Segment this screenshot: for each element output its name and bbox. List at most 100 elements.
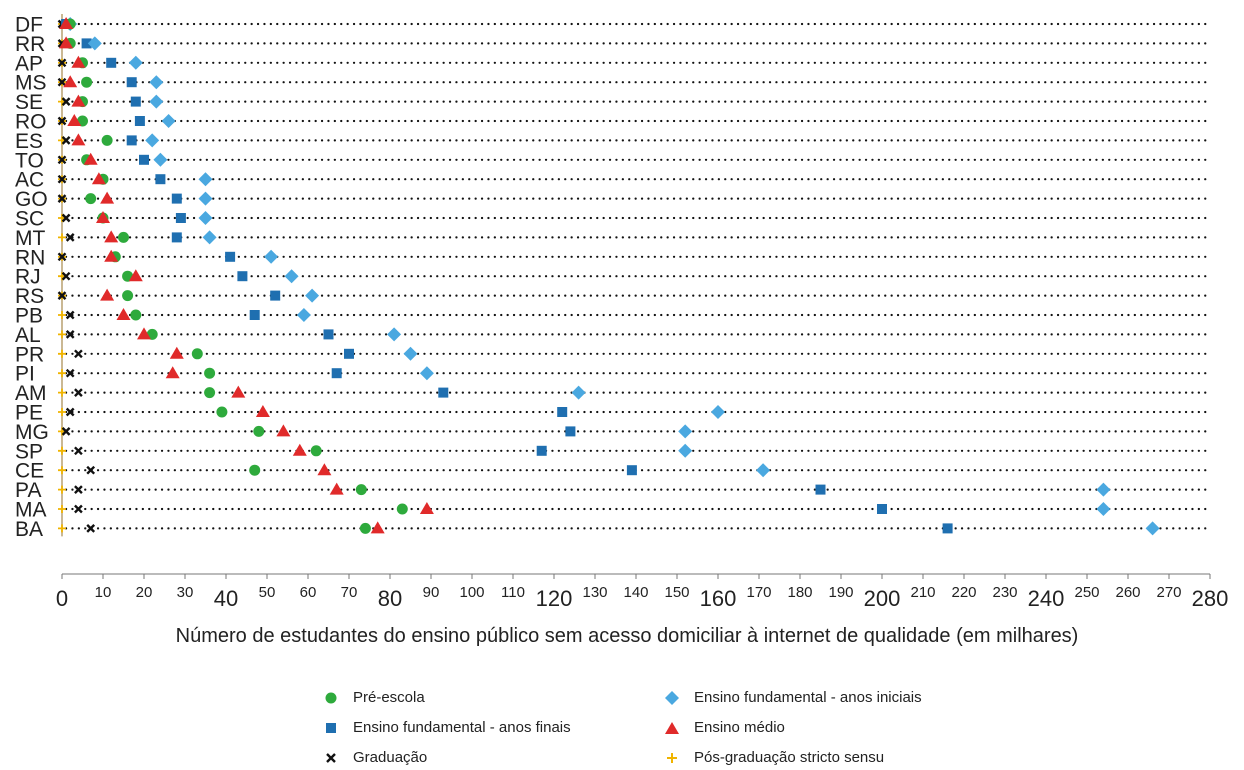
x-tick-label: 230 (992, 584, 1017, 601)
point-circle-ba (359, 522, 371, 534)
point-square-es (126, 135, 137, 146)
x-tick-label: 210 (910, 584, 935, 601)
point-circle-pb (130, 309, 142, 321)
x-tick-label: 200 (864, 586, 901, 611)
point-plus-ma (58, 505, 66, 513)
point-diamond-es (145, 133, 160, 148)
point-diamond-ap (128, 55, 143, 70)
point-diamond-ba (1145, 521, 1160, 536)
point-triangle-es (71, 133, 86, 146)
point-circle-rs (122, 290, 134, 302)
state-label: PA (15, 479, 41, 502)
point-circle-am (204, 387, 216, 399)
state-label: TO (15, 149, 44, 172)
point-diamond-ce (756, 463, 771, 478)
x-tick-label: 80 (378, 586, 402, 611)
point-triangle-pr (169, 346, 184, 359)
point-triangle-rn (104, 249, 119, 262)
point-circle-mg (253, 425, 265, 437)
point-plus-pb (58, 311, 66, 319)
state-label: AP (15, 52, 43, 75)
state-label: DF (15, 14, 43, 37)
point-circle-pa (355, 484, 367, 496)
point-plus-ba (58, 524, 66, 533)
point-triangle-mg (276, 424, 291, 437)
point-circle-pi (204, 367, 216, 379)
x-tick-label: 70 (341, 584, 358, 601)
point-x-am (74, 388, 83, 397)
point-square-mg (565, 426, 576, 437)
state-label: PE (15, 402, 43, 425)
point-diamond-pa (1096, 482, 1111, 497)
point-square-ro (134, 116, 145, 126)
x-tick-label: 90 (423, 584, 440, 601)
point-plus-al (58, 330, 66, 339)
point-plus-mt (58, 233, 66, 242)
x-tick-label: 110 (501, 584, 525, 601)
point-diamond-ro (161, 114, 176, 128)
point-square-pr (344, 348, 354, 359)
point-square-sc (175, 213, 186, 223)
point-triangle-ap (71, 55, 86, 68)
point-square-to (139, 154, 149, 165)
point-diamond-pr (403, 346, 418, 361)
state-label: BA (15, 518, 43, 541)
point-square-ms (126, 77, 137, 88)
point-triangle-pb (116, 308, 131, 320)
point-circle-es (101, 134, 113, 146)
point-x-ma (74, 504, 83, 514)
x-tick-label: 10 (95, 584, 112, 601)
point-diamond-al (387, 327, 402, 342)
point-plus-sp (58, 446, 66, 455)
x-tick-label: 60 (300, 584, 317, 601)
x-axis: 0 10 20 30 40 50 60 70 80 90 100 110 120 130 140 150 160… (56, 573, 1229, 611)
x-tick-label: 180 (787, 584, 812, 601)
row-guides (61, 14, 1212, 537)
point-x-sc (61, 213, 71, 223)
point-square-rr (81, 38, 92, 49)
point-circle-mt (118, 231, 129, 243)
point-square-pb (249, 310, 260, 320)
point-triangle-al (137, 327, 151, 340)
point-diamond-rj (284, 269, 299, 284)
point-square-pi (331, 368, 342, 379)
state-label: RN (15, 246, 45, 269)
point-triangle-rr (59, 36, 74, 49)
point-diamond-rr (87, 36, 102, 51)
point-x-sp (74, 446, 83, 456)
x-tick-label: 20 (136, 584, 153, 601)
point-x-pe (65, 407, 75, 417)
state-label: GO (15, 188, 48, 211)
point-square-pe (557, 407, 568, 417)
state-label: MA (15, 499, 47, 522)
point-triangle-ac (91, 172, 106, 185)
point-circle-ma (396, 503, 408, 515)
point-x-rn (57, 252, 67, 262)
x-tick-label: 240 (1028, 586, 1065, 611)
state-label: MT (15, 227, 45, 250)
x-tick-label: 280 (1192, 586, 1229, 611)
state-label: RO (15, 111, 47, 134)
point-triangle-pa (329, 482, 344, 495)
x-tick-label: 100 (459, 584, 484, 601)
point-x-ba (86, 524, 96, 533)
point-plus-pi (58, 369, 66, 378)
point-circle-go (85, 193, 97, 205)
state-label: PI (15, 363, 35, 386)
point-x-pr (74, 349, 83, 359)
point-triangle-ma (419, 502, 434, 514)
point-x-mt (65, 233, 75, 242)
point-x-ce (86, 465, 96, 475)
point-triangle-to (83, 152, 98, 165)
state-label: SE (15, 91, 43, 114)
point-x-ac (57, 174, 67, 184)
x-tick-label: 40 (214, 586, 238, 611)
x-tick-label: 220 (951, 584, 976, 601)
point-x-pb (65, 310, 75, 320)
point-square-al (323, 329, 334, 340)
x-tick-label: 30 (177, 584, 194, 601)
point-plus-ce (58, 466, 66, 475)
state-label: RJ (15, 266, 41, 289)
point-circle-ms (81, 76, 93, 88)
